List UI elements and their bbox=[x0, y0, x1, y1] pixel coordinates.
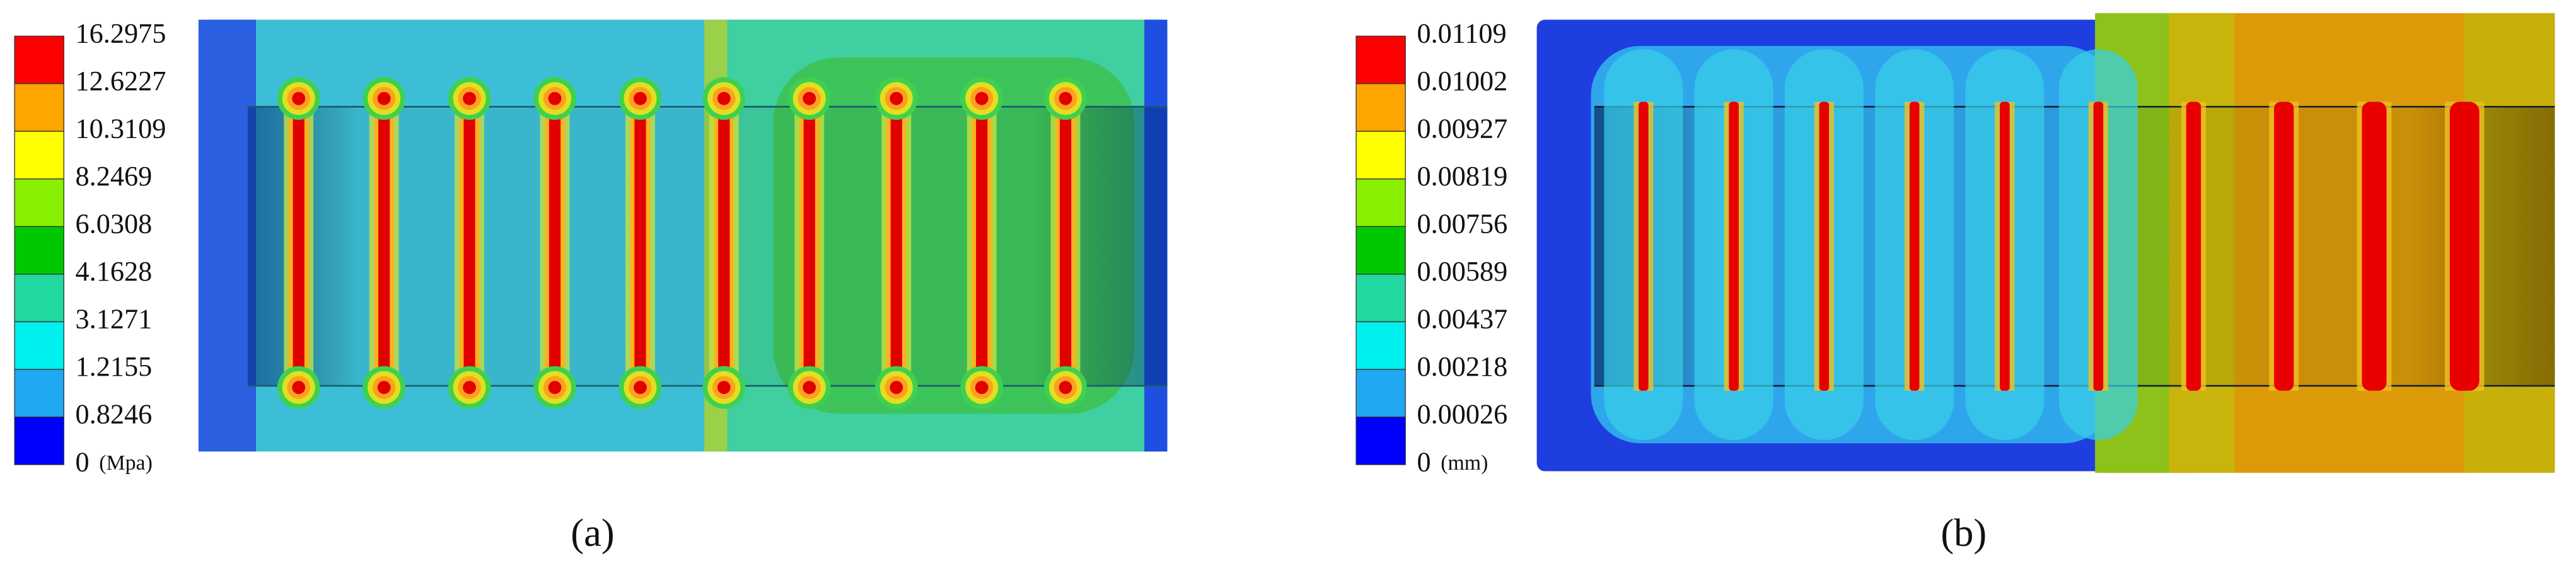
slot bbox=[2449, 101, 2480, 391]
legend-label: 0.00927 bbox=[1417, 113, 1507, 144]
legend-band bbox=[1355, 83, 1406, 132]
legend-label: 4.1628 bbox=[76, 256, 153, 287]
legend-band bbox=[14, 274, 64, 323]
caption: (a) bbox=[571, 511, 614, 555]
slot bbox=[1059, 98, 1072, 391]
legend-label: 3.1271 bbox=[76, 304, 153, 335]
slot bbox=[378, 98, 390, 391]
slot bbox=[803, 98, 815, 391]
legend-band bbox=[14, 178, 64, 228]
legend-label: 1.2155 bbox=[76, 351, 153, 382]
slot bbox=[2274, 101, 2294, 391]
legend-band bbox=[1355, 35, 1406, 84]
slot-end bbox=[1059, 381, 1072, 395]
slot bbox=[2093, 101, 2104, 391]
legend-band bbox=[1355, 321, 1406, 370]
legend-label: 12.6227 bbox=[76, 66, 166, 96]
legend-band bbox=[14, 416, 64, 465]
slot bbox=[1729, 101, 1739, 391]
slot-end bbox=[377, 91, 391, 105]
legend-label: 0.00756 bbox=[1417, 209, 1507, 240]
slot-end bbox=[463, 381, 477, 395]
legend-label: 0.00437 bbox=[1417, 304, 1507, 335]
slot bbox=[634, 98, 646, 391]
legend-band bbox=[1355, 416, 1406, 465]
slot-end bbox=[717, 91, 731, 105]
legend-label: 0.01109 bbox=[1417, 18, 1506, 49]
legend-label: 0.01002 bbox=[1417, 66, 1507, 96]
legend-unit: (Mpa) bbox=[99, 451, 153, 475]
slot bbox=[1909, 101, 1920, 391]
slot-end bbox=[377, 381, 391, 395]
slot-end bbox=[717, 381, 731, 395]
slot-end bbox=[548, 91, 562, 105]
slot-end bbox=[1059, 91, 1072, 105]
legend-label: 0.00026 bbox=[1417, 399, 1507, 430]
legend-band bbox=[1355, 274, 1406, 323]
slot-end bbox=[292, 381, 306, 395]
slot bbox=[890, 98, 902, 391]
slot-end bbox=[975, 381, 989, 395]
caption: (b) bbox=[1941, 511, 1987, 555]
displacement-contour-plot bbox=[1536, 13, 2555, 473]
slot-end bbox=[803, 91, 816, 105]
legend-band bbox=[1355, 130, 1406, 180]
legend-label: 0 bbox=[1417, 446, 1430, 477]
legend-label: 0.00589 bbox=[1417, 256, 1507, 287]
legend-band bbox=[14, 130, 64, 180]
legend-band bbox=[14, 83, 64, 132]
slot bbox=[2000, 101, 2010, 391]
legend-band bbox=[1355, 178, 1406, 228]
slot-end bbox=[634, 91, 647, 105]
legend-label: 0.00819 bbox=[1417, 161, 1507, 192]
legend-label: 0.8246 bbox=[76, 399, 153, 430]
slot bbox=[293, 98, 305, 391]
stress-contour-plot bbox=[198, 20, 1168, 452]
legend-unit: (mm) bbox=[1441, 451, 1488, 475]
slot-end bbox=[890, 381, 903, 395]
slot bbox=[1819, 101, 1830, 391]
slot-end bbox=[803, 381, 816, 395]
slot bbox=[1639, 101, 1649, 391]
legend-band bbox=[1355, 226, 1406, 275]
slot bbox=[548, 98, 561, 391]
slot-end bbox=[975, 91, 989, 105]
slot bbox=[2362, 101, 2387, 391]
legend-label: 0.00218 bbox=[1417, 351, 1507, 382]
slot-end bbox=[634, 381, 647, 395]
color-legend: 0.01109 0.01002 0.00927 0.00819 0.00756 0.005… bbox=[1355, 18, 1507, 477]
slot bbox=[463, 98, 475, 391]
slot bbox=[976, 98, 988, 391]
legend-band bbox=[1355, 369, 1406, 418]
legend-label: 10.3109 bbox=[76, 113, 166, 144]
legend-band bbox=[14, 321, 64, 370]
legend-band bbox=[14, 35, 64, 84]
slot-end bbox=[890, 91, 903, 105]
legend-label: 6.0308 bbox=[76, 209, 153, 240]
color-legend: 16.2975 12.6227 10.3109 8.2469 6.0308 4.1628 3… bbox=[14, 18, 166, 477]
legend-label: 8.2469 bbox=[76, 161, 153, 192]
slot bbox=[2186, 101, 2202, 391]
slot-end bbox=[292, 91, 306, 105]
slot-end bbox=[463, 91, 477, 105]
slot bbox=[718, 98, 730, 391]
legend-label: 0 bbox=[76, 446, 90, 477]
legend-band bbox=[14, 369, 64, 418]
legend-band bbox=[14, 226, 64, 275]
legend-label: 16.2975 bbox=[76, 18, 166, 49]
slot-end bbox=[548, 381, 562, 395]
